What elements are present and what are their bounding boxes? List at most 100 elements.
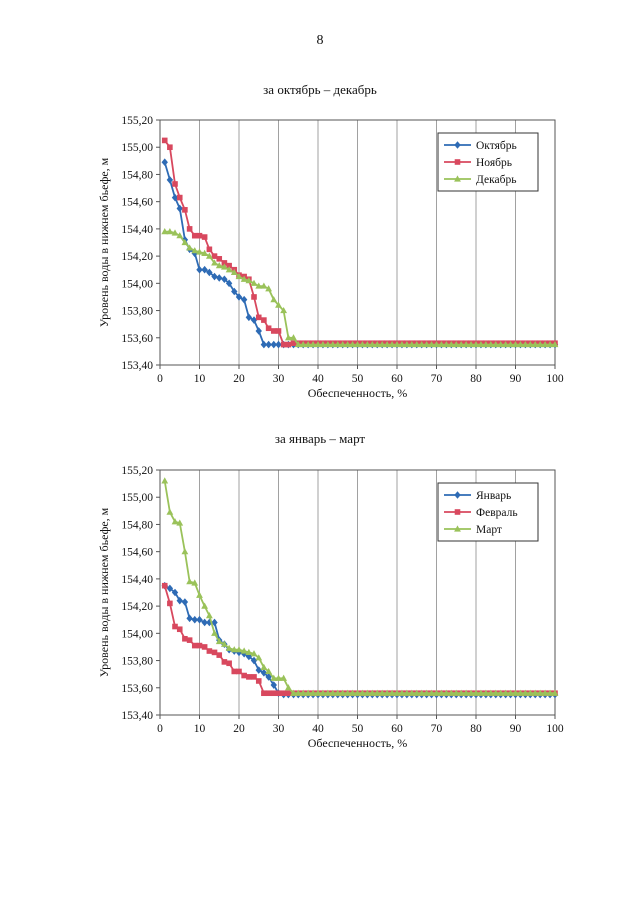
- data-point: [526, 689, 534, 696]
- y-tick-label: 154,80: [121, 169, 153, 181]
- legend: Октябрь Ноябрь Декабрь: [437, 132, 539, 192]
- data-point: [521, 689, 529, 696]
- data-point: [423, 340, 431, 348]
- series-3: [161, 477, 559, 696]
- data-point: [176, 626, 183, 633]
- data-point: [181, 598, 189, 606]
- data-point: [220, 640, 228, 647]
- data-point: [211, 272, 218, 281]
- data-point: [231, 287, 238, 296]
- grid-lines: [159, 470, 556, 715]
- data-point: [191, 615, 198, 624]
- data-point: [324, 340, 332, 348]
- x-tick-label: 10: [194, 723, 206, 735]
- x-axis: 0 10 20 30 40 50 60 70 80 90 100: [157, 365, 564, 385]
- data-point: [161, 137, 168, 144]
- data-point: [344, 340, 352, 348]
- data-point: [270, 674, 278, 681]
- data-point: [334, 340, 342, 348]
- data-point: [502, 340, 510, 348]
- data-point: [531, 689, 539, 696]
- data-point: [221, 659, 228, 665]
- y-tick-label: 153,40: [121, 710, 153, 722]
- data-point: [418, 340, 426, 348]
- data-point: [250, 316, 258, 324]
- data-point: [368, 340, 376, 348]
- data-point: [191, 642, 198, 649]
- data-point: [261, 690, 267, 697]
- data-point: [265, 340, 272, 349]
- data-point: [270, 681, 277, 689]
- data-point: [502, 689, 510, 696]
- legend-marker: [454, 141, 461, 149]
- legend-marker: [454, 159, 461, 165]
- y-tick-label: 155,20: [121, 115, 153, 127]
- data-point: [231, 668, 238, 675]
- data-point: [334, 689, 342, 696]
- y-tick-label: 153,80: [121, 306, 153, 318]
- data-point: [280, 674, 288, 681]
- data-point: [161, 582, 168, 589]
- data-point: [368, 689, 376, 696]
- data-point: [176, 194, 183, 201]
- data-point: [354, 340, 361, 348]
- data-point: [176, 204, 183, 213]
- data-point: [260, 663, 268, 670]
- data-point: [206, 246, 213, 253]
- data-point: [171, 229, 179, 236]
- data-point: [363, 340, 371, 348]
- y-tick-label: 153,60: [121, 333, 153, 345]
- data-point: [521, 340, 529, 348]
- series-line: [164, 584, 555, 696]
- data-point: [497, 340, 505, 348]
- data-point: [186, 578, 194, 585]
- data-point: [226, 262, 232, 269]
- data-point: [344, 689, 352, 696]
- data-point: [383, 340, 391, 348]
- y-tick-label: 153,80: [121, 656, 153, 668]
- data-point: [299, 689, 307, 696]
- data-point: [452, 689, 460, 696]
- data-point: [546, 340, 554, 348]
- x-tick-label: 20: [233, 373, 245, 385]
- data-point: [512, 340, 519, 348]
- data-point: [255, 282, 263, 289]
- data-point: [166, 584, 174, 593]
- data-point: [211, 649, 218, 656]
- y-tick-label: 154,40: [121, 574, 153, 586]
- y-tick-label: 153,40: [121, 360, 153, 372]
- data-point: [226, 660, 232, 667]
- y-axis-title: Уровень воды в нижнем бьефе, м: [97, 507, 111, 677]
- x-tick-label: 90: [510, 723, 522, 735]
- x-tick-label: 80: [470, 723, 482, 735]
- data-point: [359, 689, 366, 696]
- data-point: [205, 252, 213, 259]
- data-point: [230, 646, 238, 653]
- data-point: [462, 689, 470, 696]
- data-point: [403, 689, 411, 696]
- data-point: [354, 689, 361, 696]
- data-point: [275, 301, 282, 308]
- data-point: [250, 279, 258, 286]
- data-point: [294, 689, 302, 696]
- data-point: [442, 340, 450, 348]
- legend-item: Ноябрь: [444, 157, 512, 169]
- data-point: [349, 689, 356, 696]
- legend-marker: [454, 491, 461, 499]
- data-point: [186, 226, 193, 232]
- x-tick-label: 30: [273, 723, 285, 735]
- data-point: [235, 648, 243, 657]
- legend-item: Январь: [444, 490, 511, 502]
- data-point: [172, 623, 178, 630]
- data-point: [176, 596, 183, 605]
- series-line: [164, 230, 555, 346]
- data-point: [373, 340, 381, 348]
- data-point: [378, 340, 386, 348]
- data-point: [546, 689, 554, 696]
- x-tick-label: 0: [157, 373, 163, 385]
- data-point: [181, 238, 189, 246]
- data-point: [304, 689, 312, 696]
- data-point: [275, 690, 282, 697]
- data-point: [216, 652, 223, 658]
- data-point: [433, 340, 440, 348]
